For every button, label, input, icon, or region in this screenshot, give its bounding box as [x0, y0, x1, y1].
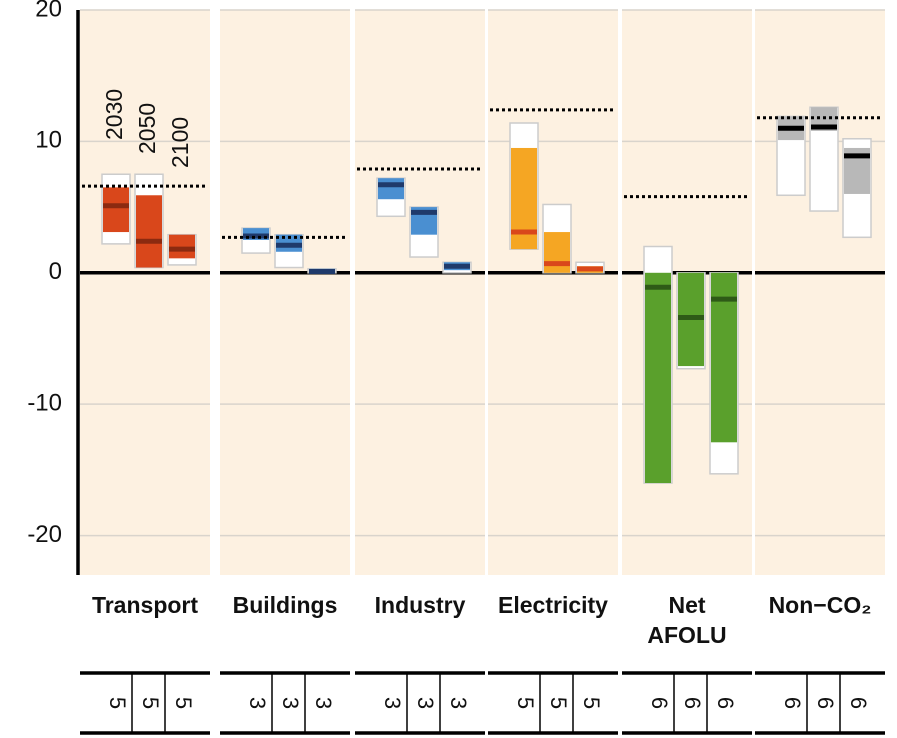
model-count: 5: [138, 697, 163, 709]
quartile-box: [169, 234, 195, 259]
category-label: Buildings: [232, 592, 338, 618]
y-tick-label: -10: [27, 390, 62, 417]
model-count: 5: [546, 697, 571, 709]
model-count: 6: [647, 697, 672, 709]
model-count: 5: [171, 697, 196, 709]
model-count: 3: [380, 697, 405, 709]
category-label: Transport: [91, 592, 199, 618]
category-label: Non−CO₂: [768, 592, 872, 618]
y-tick-label: -20: [27, 521, 62, 548]
y-tick-label: 10: [35, 127, 62, 154]
category-label: Electricity: [498, 592, 608, 618]
year-label: 2050: [134, 103, 160, 154]
model-count: 3: [413, 697, 438, 709]
model-count: 5: [105, 697, 130, 709]
quartile-box: [136, 195, 162, 268]
model-count: 6: [813, 697, 838, 709]
model-count: 3: [245, 697, 270, 709]
panel-bg: [755, 10, 885, 575]
quartile-box: [103, 187, 129, 233]
model-count: 5: [579, 697, 604, 709]
model-count: 6: [680, 697, 705, 709]
category-label: Net AFOLU: [647, 592, 727, 648]
model-count: 3: [446, 697, 471, 709]
model-count: 6: [780, 697, 805, 709]
quartile-box: [378, 178, 404, 200]
model-count: 6: [713, 697, 738, 709]
quartile-box: [544, 232, 570, 273]
category-label: Industry: [374, 592, 466, 618]
year-label: 2030: [101, 89, 127, 140]
model-count: 6: [846, 697, 871, 709]
quartile-box: [645, 272, 671, 484]
model-count: 5: [513, 697, 538, 709]
y-tick-label: 20: [35, 0, 62, 22]
panel-bg: [220, 10, 350, 575]
panel-bg: [488, 10, 618, 575]
y-tick-label: 0: [49, 258, 62, 285]
model-count: 3: [311, 697, 336, 709]
panel-bg: [80, 10, 210, 575]
panel-bg: [355, 10, 485, 575]
model-count: 3: [278, 697, 303, 709]
year-label: 2100: [167, 117, 193, 168]
